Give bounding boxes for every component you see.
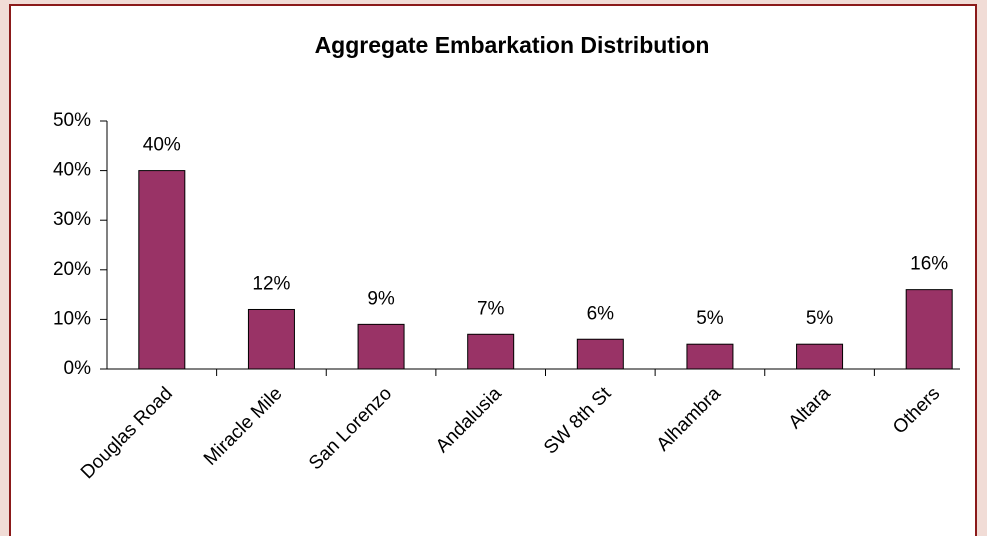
bar [576, 338, 624, 370]
y-tick-label: 10% [53, 308, 91, 329]
value-label: 16% [910, 254, 948, 275]
bar [467, 333, 515, 370]
y-tick-label: 40% [53, 160, 91, 181]
bar [138, 170, 186, 370]
value-label: 5% [806, 308, 834, 329]
value-label: 7% [477, 298, 505, 319]
value-label: 40% [143, 135, 181, 156]
bar [357, 323, 405, 370]
y-tick-label: 30% [53, 209, 91, 230]
y-tick-label: 50% [53, 110, 91, 131]
bar [686, 343, 734, 370]
bar [796, 343, 844, 370]
y-tick-label: 0% [64, 358, 92, 379]
value-label: 12% [252, 273, 290, 294]
chart-title: Aggregate Embarkation Distribution [315, 32, 710, 58]
bar [247, 308, 295, 370]
value-label: 6% [587, 303, 615, 324]
bar [905, 289, 953, 370]
value-label: 5% [696, 308, 724, 329]
y-tick-label: 20% [53, 259, 91, 280]
value-label: 9% [367, 288, 395, 309]
